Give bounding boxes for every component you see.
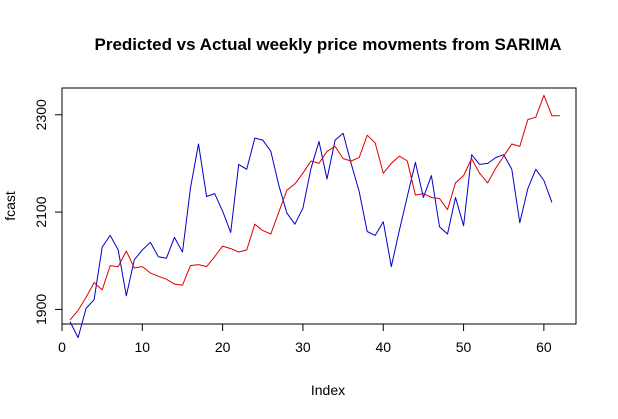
x-axis: 0 10 20 30 40 50 60 xyxy=(58,323,552,355)
chart-title: Predicted vs Actual weekly price movment… xyxy=(94,35,561,54)
y-tick-label: 2300 xyxy=(33,99,49,130)
x-tick-label: 30 xyxy=(295,339,311,355)
x-tick-label: 10 xyxy=(135,339,151,355)
x-tick-label: 50 xyxy=(456,339,472,355)
x-tick-label: 40 xyxy=(375,339,391,355)
x-axis-label: Index xyxy=(311,382,345,398)
y-axis-label: fcast xyxy=(2,191,18,221)
plot-frame xyxy=(61,87,577,325)
x-tick-label: 20 xyxy=(215,339,231,355)
series-line-1 xyxy=(69,132,553,339)
series-line-2 xyxy=(69,94,560,321)
y-tick-label: 1900 xyxy=(33,294,49,325)
y-tick-label: 2100 xyxy=(33,196,49,227)
x-tick-label: 0 xyxy=(58,339,66,355)
series-layer xyxy=(69,94,560,339)
x-tick-label: 60 xyxy=(536,339,552,355)
y-axis: 1900 2100 2300 xyxy=(33,99,63,325)
